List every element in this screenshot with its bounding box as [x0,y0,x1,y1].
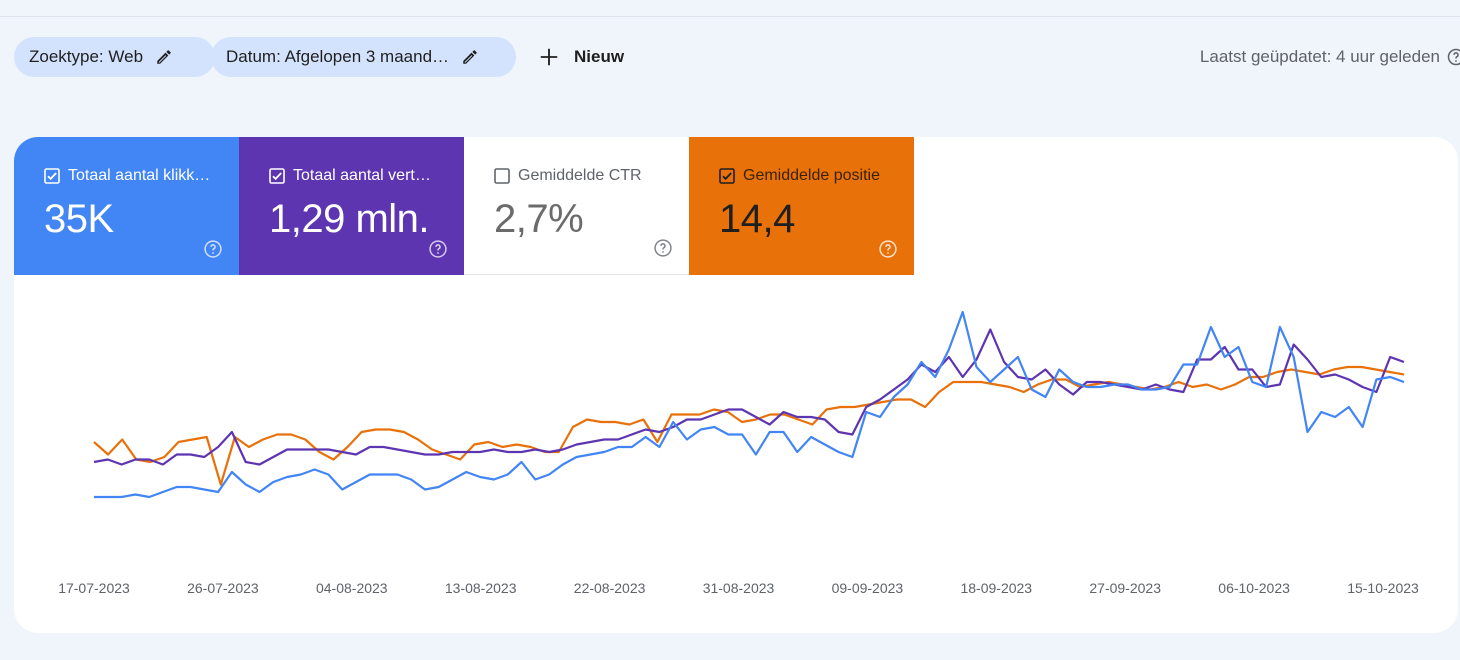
metric-total-clicks[interactable]: Totaal aantal klikk… 35K [14,137,239,275]
help-circle-icon[interactable] [1446,47,1460,67]
metric-label: Totaal aantal vert… [293,167,431,184]
last-updated-status: Laatst geüpdatet: 4 uur geleden [1200,37,1460,77]
new-filter-label: Nieuw [574,47,625,66]
metric-value: 35K [44,197,114,241]
new-filter-button[interactable]: Nieuw [538,37,624,77]
metric-average-ctr[interactable]: Gemiddelde CTR 2,7% [464,137,689,275]
performance-card: Totaal aantal klikk… 35K Totaal aantal v… [14,137,1458,633]
x-tick-label: 17-07-2023 [58,580,130,596]
x-axis-ticks: 17-07-2023 26-07-2023 04-08-2023 13-08-2023… [58,580,1419,596]
checkbox-checked-icon[interactable] [719,168,735,184]
x-tick-label: 22-08-2023 [574,580,646,596]
x-tick-label: 15-10-2023 [1347,580,1419,596]
date-filter-label: Datum: Afgelopen 3 maand… [226,47,450,66]
plus-icon [540,48,558,66]
search-type-filter-chip[interactable]: Zoektype: Web [14,37,215,77]
pencil-icon[interactable] [461,48,479,66]
last-updated-text: Laatst geüpdatet: 4 uur geleden [1199,47,1440,66]
help-circle-icon[interactable] [428,239,448,259]
x-tick-label: 31-08-2023 [703,580,775,596]
pencil-icon[interactable] [155,48,173,66]
metric-label: Gemiddelde positie [743,167,880,184]
filter-toolbar: Zoektype: Web Datum: Afgelopen 3 maand… … [14,37,1460,77]
x-tick-label: 13-08-2023 [445,580,517,596]
x-tick-label: 18-09-2023 [960,580,1032,596]
metric-value: 2,7% [494,197,584,241]
x-tick-label: 26-07-2023 [187,580,259,596]
x-tick-label: 06-10-2023 [1218,580,1290,596]
help-circle-icon[interactable] [653,238,673,258]
series-line-1[interactable] [93,328,1405,466]
help-circle-icon[interactable] [878,239,898,259]
date-filter-chip[interactable]: Datum: Afgelopen 3 maand… [211,37,516,77]
series-layer [93,310,1405,499]
metric-total-impressions[interactable]: Totaal aantal vert… 1,29 mln. [239,137,464,275]
x-tick-label: 27-09-2023 [1089,580,1161,596]
metric-average-position[interactable]: Gemiddelde positie 14,4 [689,137,914,275]
metric-label: Gemiddelde CTR [518,167,642,184]
x-tick-label: 09-09-2023 [832,580,904,596]
metric-value: 14,4 [719,197,795,241]
checkbox-checked-icon[interactable] [44,168,60,184]
series-line-0[interactable] [93,365,1405,486]
metric-label: Totaal aantal klikk… [68,167,211,184]
search-type-filter-label: Zoektype: Web [29,47,144,66]
metric-value: 1,29 mln. [269,197,430,241]
checkbox-unchecked-icon[interactable] [494,168,510,184]
performance-line-chart[interactable]: 17-07-2023 26-07-2023 04-08-2023 13-08-2023… [14,275,1458,633]
checkbox-checked-icon[interactable] [269,168,285,184]
top-divider [0,16,1460,17]
x-tick-label: 04-08-2023 [316,580,388,596]
series-line-2[interactable] [94,310,1405,499]
help-circle-icon[interactable] [203,239,223,259]
